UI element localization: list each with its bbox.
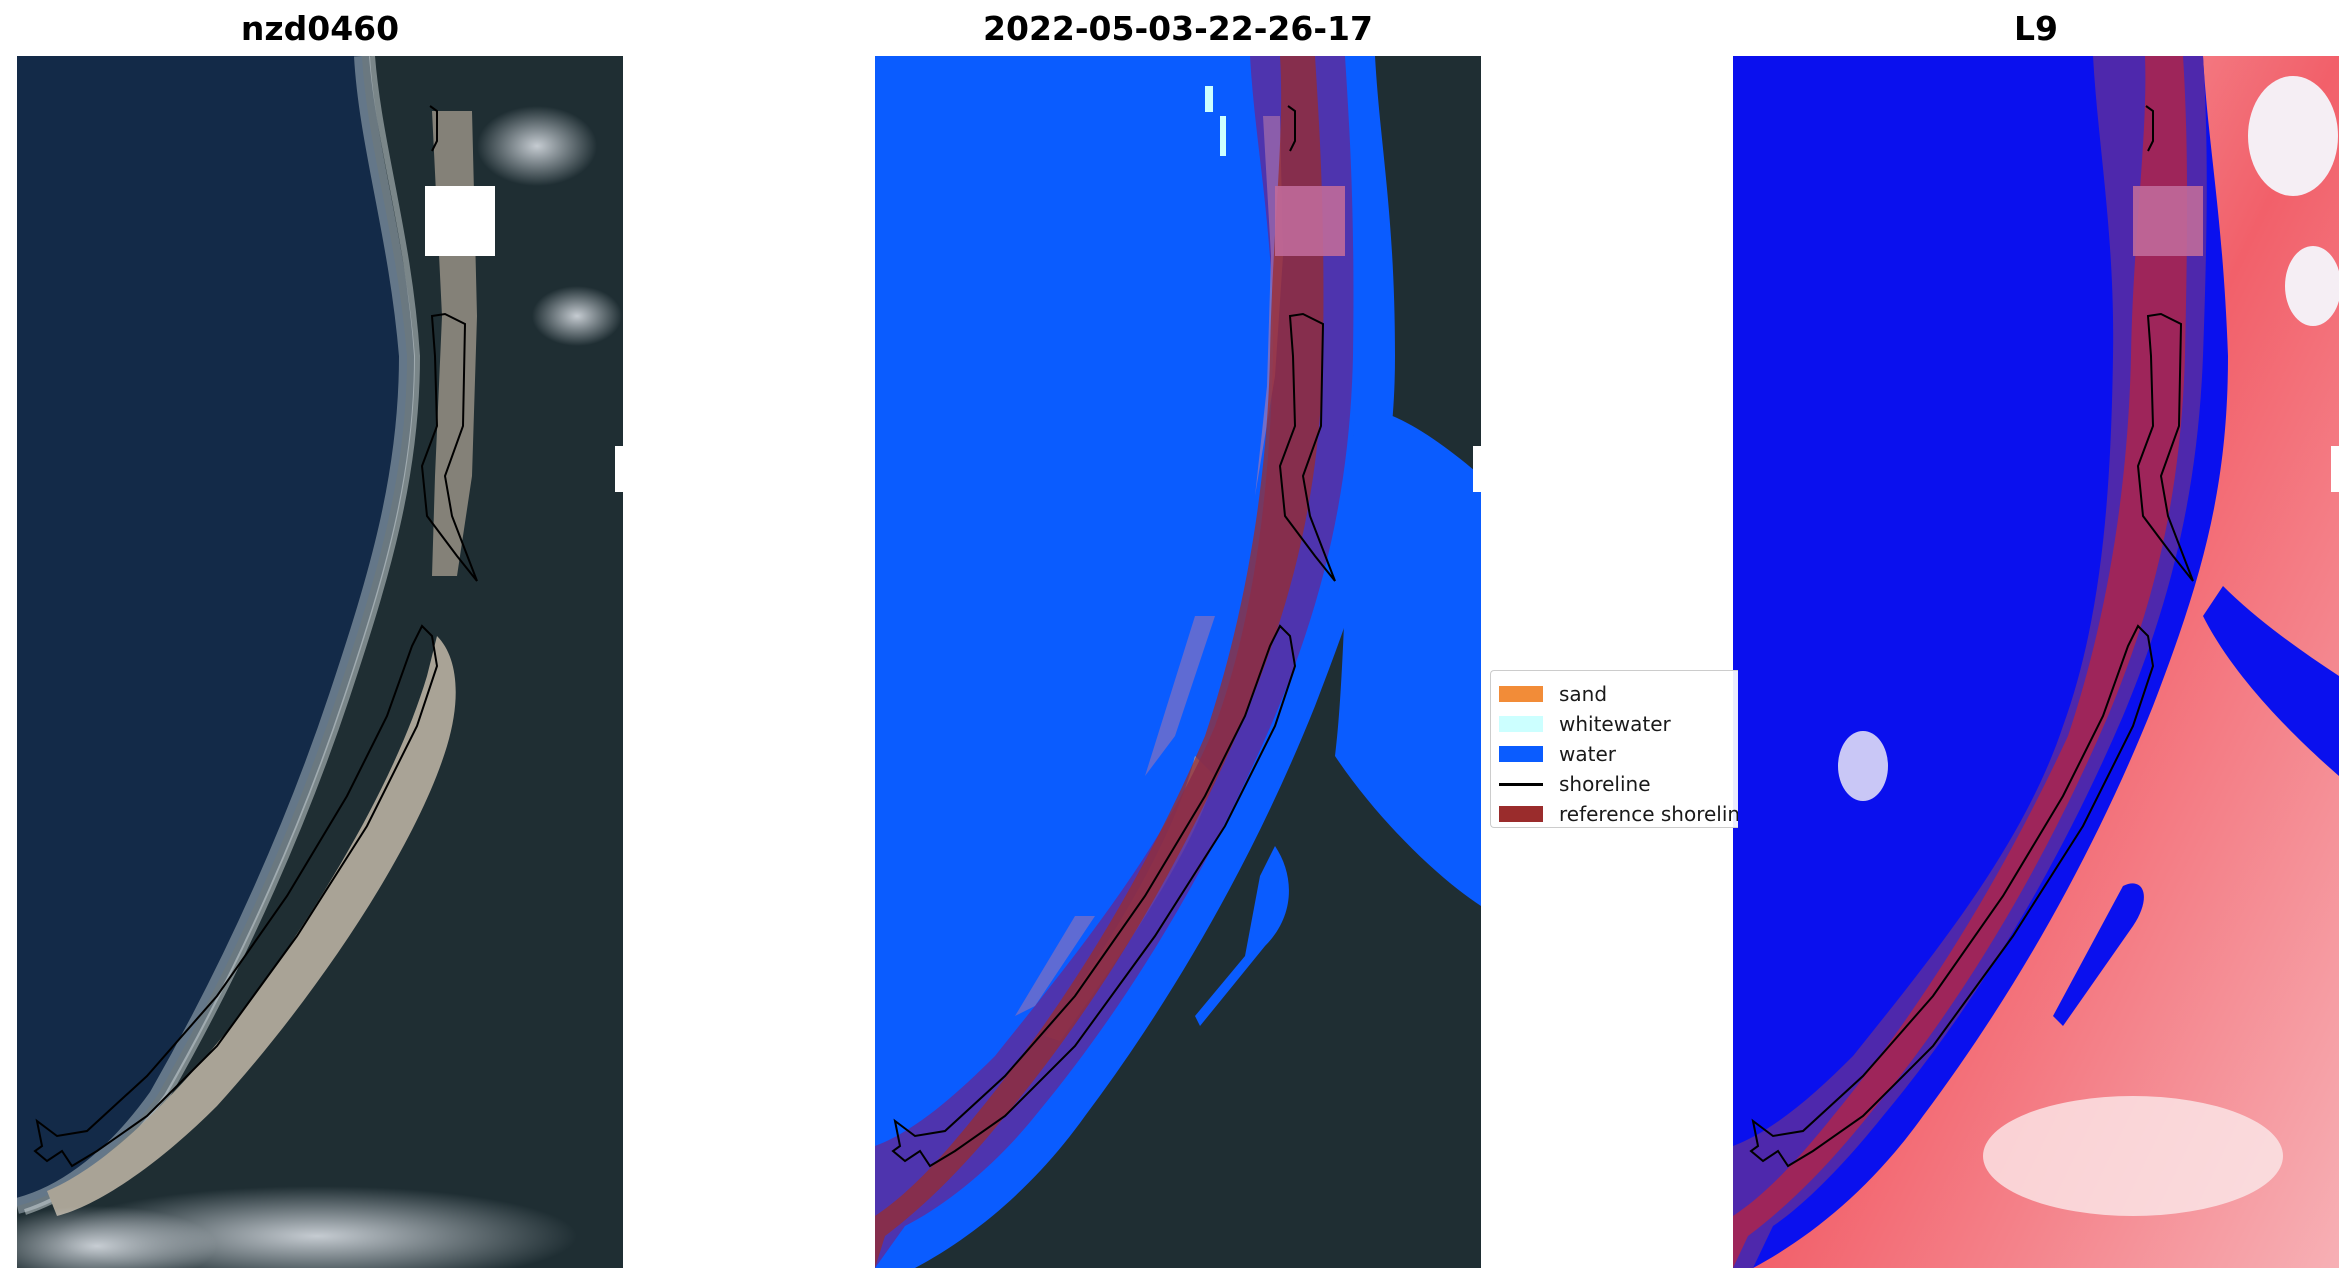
legend: sand whitewater water shoreline referenc… <box>1490 670 1738 828</box>
classified-image-panel <box>875 56 1481 1268</box>
rgb-image-panel <box>17 56 623 1268</box>
classified-image <box>875 56 1481 1268</box>
legend-swatch-shoreline <box>1499 782 1543 786</box>
legend-label-sand: sand <box>1559 682 1608 706</box>
legend-label-whitewater: whitewater <box>1559 712 1671 736</box>
index-image <box>1733 56 2339 1268</box>
legend-item-whitewater: whitewater <box>1491 709 1738 739</box>
legend-item-water: water <box>1491 739 1738 769</box>
panel-title-classified: 2022-05-03-22-26-17 <box>983 9 1373 48</box>
panel-title-rgb: nzd0460 <box>240 9 400 48</box>
legend-item-sand: sand <box>1491 679 1738 709</box>
legend-label-reference-shoreline: reference shoreline <box>1559 802 1738 826</box>
legend-item-reference-shoreline: reference shoreline <box>1491 799 1738 827</box>
legend-swatch-water <box>1499 746 1543 762</box>
rgb-image <box>17 56 623 1268</box>
legend-label-shoreline: shoreline <box>1559 772 1651 796</box>
panel-title-index: L9 <box>2014 9 2058 48</box>
legend-swatch-sand <box>1499 686 1543 702</box>
legend-swatch-reference-shoreline <box>1499 806 1543 822</box>
legend-swatch-whitewater <box>1499 716 1543 732</box>
legend-label-water: water <box>1559 742 1616 766</box>
index-image-panel <box>1733 56 2339 1268</box>
legend-item-shoreline: shoreline <box>1491 769 1738 799</box>
